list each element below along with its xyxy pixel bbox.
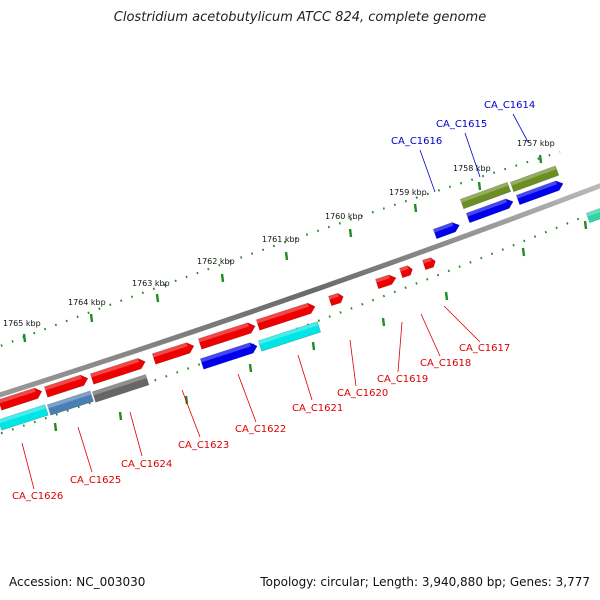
major-tick: [53, 422, 58, 432]
gene-label: CA_C1622: [235, 424, 286, 435]
major-tick: [311, 341, 316, 351]
gene-features: [0, 165, 600, 431]
feature-forward-cds: [422, 257, 436, 271]
major-tick: [381, 317, 386, 327]
leader-line: [297, 354, 313, 401]
ruler-label: 1764 kbp: [68, 298, 106, 307]
feature-teal-block: [585, 208, 600, 224]
leader-line: [464, 132, 481, 178]
feature-forward-cds: [399, 265, 413, 279]
ruler-label: 1761 kbp: [262, 235, 300, 244]
leader-line: [181, 389, 201, 438]
map-title: Clostridium acetobutylicum ATCC 824, com…: [113, 10, 487, 25]
ruler-label: 1762 kbp: [197, 257, 235, 266]
major-tick: [248, 363, 253, 373]
ruler-label: 1758 kbp: [453, 164, 491, 173]
gene-label: CA_C1615: [436, 119, 487, 130]
gene-labels: CA_C1614 CA_C1615 CA_C1616 CA_C1617 CA_C1618…: [12, 100, 535, 502]
ruler-labels: 1757 kbp 1758 kbp 1759 kbp 1760 kbp 1761 kbp…: [3, 139, 555, 328]
gene-label: CA_C1621: [292, 403, 343, 414]
feature-reverse-cds: [465, 198, 514, 224]
feature-gray-block: [91, 374, 150, 403]
major-tick: [444, 291, 449, 301]
feature-reverse-cds: [515, 180, 564, 206]
accession-text: Accession: NC_003030: [9, 575, 146, 589]
topology-text: Topology: circular; Length: 3,940,880 bp…: [260, 575, 590, 589]
ruler-label: 1763 kbp: [132, 279, 170, 288]
major-tick: [155, 293, 160, 303]
leader-line: [419, 149, 436, 193]
outer-tick-ring: [0, 150, 561, 348]
major-tick: [477, 181, 482, 191]
leader-line: [349, 339, 357, 387]
gene-label: CA_C1618: [420, 358, 471, 369]
inner-tick-ring: [0, 208, 600, 435]
gene-label: CA_C1625: [70, 475, 121, 486]
leader-line: [512, 113, 529, 143]
leader-line: [397, 321, 403, 373]
feature-forward-cds: [328, 292, 344, 307]
gene-label: CA_C1626: [12, 491, 63, 502]
major-tick: [22, 333, 27, 343]
leader-line: [129, 411, 143, 457]
major-tick: [118, 411, 123, 421]
major-tick: [583, 220, 588, 230]
leader-line: [420, 313, 441, 357]
feature-forward-cds: [255, 302, 316, 331]
major-tick: [413, 203, 418, 213]
ruler-label: 1757 kbp: [517, 139, 555, 148]
feature-forward-cds: [0, 387, 43, 411]
major-tick: [521, 247, 526, 257]
feature-blue-block: [46, 390, 94, 416]
leader-line: [443, 305, 481, 343]
leader-line: [237, 373, 257, 423]
feature-forward-cds: [89, 357, 146, 385]
feature-reverse-cds: [199, 342, 258, 370]
feature-forward-cds: [151, 342, 195, 365]
gene-label: CA_C1623: [178, 440, 229, 451]
label-leader-lines: [21, 113, 529, 490]
genome-backbone: [0, 183, 600, 398]
feature-olive-block: [509, 165, 560, 193]
feature-rna: [257, 321, 322, 352]
feature-rna: [0, 404, 49, 431]
gene-label: CA_C1616: [391, 136, 442, 147]
feature-forward-cds: [197, 322, 256, 350]
leader-line: [21, 442, 35, 490]
major-tick: [538, 154, 543, 164]
gene-label: CA_C1619: [377, 374, 428, 385]
major-tick: [220, 273, 225, 283]
major-ticks: [22, 154, 588, 432]
major-tick: [284, 251, 289, 261]
feature-forward-cds: [43, 374, 89, 398]
major-tick: [89, 313, 94, 323]
major-tick: [348, 228, 353, 238]
gene-label: CA_C1617: [459, 343, 510, 354]
ruler-label: 1759 kbp: [389, 188, 427, 197]
gene-label: CA_C1620: [337, 388, 388, 399]
gene-label: CA_C1624: [121, 459, 172, 470]
ruler-label: 1765 kbp: [3, 319, 41, 328]
feature-olive-block: [459, 181, 512, 210]
leader-line: [77, 426, 93, 473]
gene-label: CA_C1614: [484, 100, 535, 111]
feature-reverse-cds: [432, 222, 460, 240]
ruler-label: 1760 kbp: [325, 212, 363, 221]
feature-forward-cds: [375, 274, 397, 290]
